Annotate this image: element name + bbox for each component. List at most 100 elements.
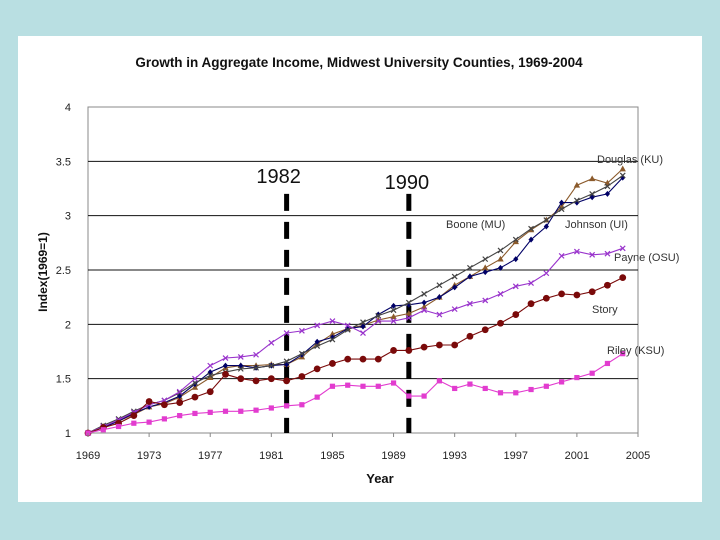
y-tick-label: 1.5 xyxy=(56,374,71,386)
data-point xyxy=(604,183,611,190)
x-tick-label: 1997 xyxy=(504,450,528,462)
data-point xyxy=(313,365,321,373)
data-point xyxy=(298,327,305,334)
series-labels: Douglas (KU) Boone (MU) Johnson (UI) Payne … xyxy=(446,154,679,357)
data-point xyxy=(436,311,443,318)
data-point xyxy=(420,343,428,351)
data-point xyxy=(528,236,534,243)
data-point xyxy=(573,197,580,204)
data-point xyxy=(344,326,351,333)
reference-labels: 1982 1990 xyxy=(256,166,429,194)
data-point xyxy=(405,310,413,316)
data-point xyxy=(222,362,229,369)
data-point xyxy=(314,394,320,400)
data-point xyxy=(604,360,611,367)
data-point xyxy=(252,377,260,385)
data-point xyxy=(390,307,397,314)
data-point xyxy=(298,350,305,357)
data-point xyxy=(314,338,320,345)
data-point xyxy=(436,294,442,301)
series-line-payne-osu xyxy=(87,247,623,434)
data-point xyxy=(512,238,519,245)
x-tick-label: 2005 xyxy=(626,450,650,462)
data-point xyxy=(284,403,290,409)
data-point xyxy=(329,383,336,389)
data-point xyxy=(436,378,442,384)
data-point xyxy=(283,377,291,385)
data-point xyxy=(115,423,122,430)
data-point xyxy=(177,413,183,419)
series-layer xyxy=(84,165,627,437)
data-point xyxy=(345,382,351,388)
data-point xyxy=(329,336,336,343)
data-point xyxy=(527,300,535,308)
data-point xyxy=(497,290,504,297)
data-point xyxy=(559,199,565,206)
data-point xyxy=(528,225,534,232)
data-point xyxy=(268,362,275,369)
data-point xyxy=(421,393,427,399)
slide: Growth in Aggregate Income, Midwest Univ… xyxy=(18,36,702,502)
data-point xyxy=(589,191,596,197)
y-axis-ticks: 1 1.5 2 2.5 3 3.5 4 xyxy=(56,102,71,440)
data-point xyxy=(528,280,534,286)
data-point xyxy=(176,388,183,395)
data-point xyxy=(589,251,596,258)
series-payne-osu xyxy=(85,245,626,436)
data-point xyxy=(467,381,473,387)
data-point xyxy=(329,330,336,337)
data-point xyxy=(435,341,443,349)
data-point xyxy=(299,402,305,408)
x-axis-ticks: 1969 1973 1977 1981 1985 1989 1993 1997 2001 2005 xyxy=(76,433,650,462)
data-point xyxy=(283,358,290,365)
data-point xyxy=(360,323,366,330)
data-point xyxy=(436,282,443,289)
data-point xyxy=(192,410,198,417)
data-point xyxy=(573,291,581,299)
y-tick-label: 2.5 xyxy=(56,265,71,277)
data-point xyxy=(131,420,137,426)
data-point xyxy=(542,294,550,302)
data-point xyxy=(191,393,199,401)
data-point xyxy=(390,313,397,320)
data-point xyxy=(497,319,504,327)
data-point xyxy=(451,273,458,280)
series-label-douglas-ku: Douglas (KU) xyxy=(597,154,663,166)
data-point xyxy=(268,339,275,346)
data-point xyxy=(482,385,488,392)
data-point xyxy=(604,281,611,289)
data-point xyxy=(513,390,519,396)
data-point xyxy=(237,375,245,383)
data-point xyxy=(359,355,367,363)
data-point xyxy=(497,247,504,254)
data-point xyxy=(497,255,504,262)
series-label-riley-ksu: Riley (KSU) xyxy=(607,345,664,357)
data-point xyxy=(406,393,412,399)
series-label-boone-mu: Boone (MU) xyxy=(446,219,505,231)
data-point xyxy=(512,283,519,290)
data-point xyxy=(512,311,520,318)
data-point xyxy=(314,343,321,349)
data-point xyxy=(145,398,153,405)
reference-label-1982: 1982 xyxy=(256,166,301,188)
data-point xyxy=(207,374,214,380)
data-point xyxy=(497,390,504,396)
data-point xyxy=(160,401,168,409)
data-point xyxy=(176,389,183,396)
data-point xyxy=(268,405,274,411)
data-point xyxy=(405,314,412,321)
income-growth-chart: Growth in Aggregate Income, Midwest Univ… xyxy=(36,55,679,486)
data-point xyxy=(299,351,305,358)
data-point xyxy=(360,319,366,326)
data-point xyxy=(467,273,473,280)
x-axis-label: Year xyxy=(366,471,393,486)
data-point xyxy=(192,380,198,386)
data-point xyxy=(176,399,184,406)
data-point xyxy=(451,341,459,349)
data-point xyxy=(360,383,366,389)
data-point xyxy=(559,379,565,385)
data-point xyxy=(375,318,382,324)
data-point xyxy=(405,299,412,306)
data-point xyxy=(452,385,458,392)
data-point xyxy=(421,290,428,297)
